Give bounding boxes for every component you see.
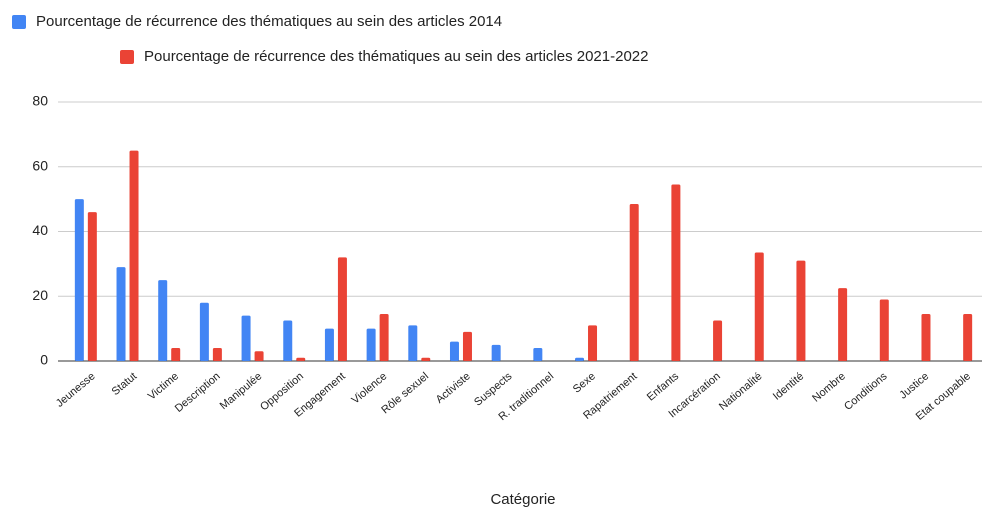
bar xyxy=(671,184,681,361)
x-tick-label: Violence xyxy=(350,370,390,406)
bar xyxy=(713,320,723,361)
bar xyxy=(796,260,806,361)
bar xyxy=(754,252,764,361)
bar xyxy=(449,341,459,361)
x-tick-label: Victime xyxy=(146,370,181,402)
x-tick-label: Jeunesse xyxy=(54,370,98,409)
bar xyxy=(337,257,347,361)
bar xyxy=(879,299,889,361)
x-tick-label: Enfants xyxy=(645,370,682,403)
y-tick-label: 20 xyxy=(32,287,48,303)
bar xyxy=(241,315,251,361)
x-tick-label: Identité xyxy=(771,370,806,402)
bar xyxy=(254,351,264,361)
bar xyxy=(129,150,139,361)
bar xyxy=(324,328,334,361)
x-tick-label: Description xyxy=(173,370,223,415)
bar xyxy=(462,331,472,361)
bar xyxy=(212,348,222,361)
legend-swatch xyxy=(12,15,26,29)
x-tick-label: Conditions xyxy=(842,370,890,413)
bar xyxy=(283,320,293,361)
x-tick-label: Manipulée xyxy=(218,370,265,412)
y-tick-label: 40 xyxy=(32,222,48,238)
legend-label: Pourcentage de récurrence des thématique… xyxy=(36,13,502,30)
bar xyxy=(408,325,418,361)
bar xyxy=(87,212,97,361)
bar xyxy=(421,357,431,361)
bar xyxy=(838,288,848,361)
bar xyxy=(171,348,181,361)
bar xyxy=(588,325,598,361)
bar xyxy=(366,328,376,361)
bar xyxy=(158,280,168,361)
bar xyxy=(575,357,585,361)
bar xyxy=(379,314,389,361)
bar xyxy=(629,203,639,361)
legend-swatch xyxy=(120,50,134,64)
x-tick-label: Nationalité xyxy=(717,370,765,413)
bar xyxy=(963,314,973,361)
x-tick-label: Justice xyxy=(897,370,931,401)
x-tick-label: Statut xyxy=(110,370,140,398)
bar xyxy=(199,302,209,361)
bar xyxy=(74,199,84,361)
legend-label: Pourcentage de récurrence des thématique… xyxy=(144,48,649,65)
x-tick-label: Activiste xyxy=(434,370,473,406)
y-tick-label: 80 xyxy=(32,93,48,109)
bar xyxy=(533,348,543,361)
bar xyxy=(921,314,931,361)
bar xyxy=(116,267,126,361)
y-tick-label: 60 xyxy=(32,157,48,173)
bar xyxy=(296,357,306,361)
x-tick-label: Sexe xyxy=(571,370,598,395)
bar xyxy=(491,344,501,361)
x-tick-label: Nombre xyxy=(810,370,848,404)
x-axis-title: Catégorie xyxy=(490,491,555,508)
y-tick-label: 0 xyxy=(40,352,48,368)
legend: Pourcentage de récurrence des thématique… xyxy=(12,13,649,65)
